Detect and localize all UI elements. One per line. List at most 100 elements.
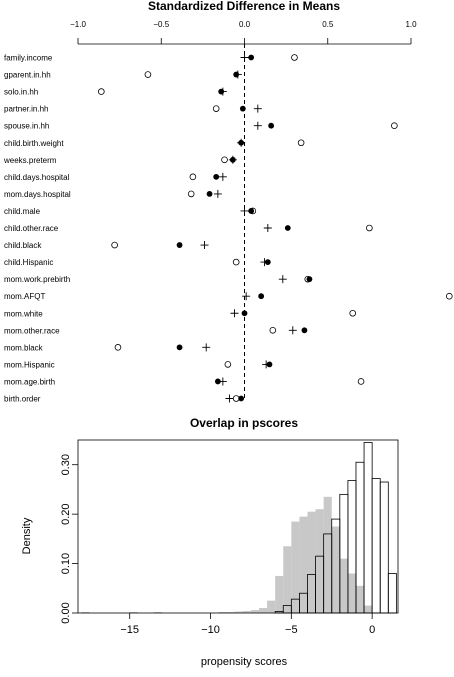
variable-row: child.Hispanic [4,258,271,267]
variable-row: mom.days.hospital [4,190,222,199]
histogram-bar-gray [364,605,373,613]
plus-marker [213,189,222,198]
plus-marker [200,241,209,250]
variable-label: mom.days.hospital [4,190,71,199]
overlap-x-tick-label: 0 [369,624,375,636]
std-diff-rows: family.income gparent.in.hh solo.in.hh part… [3,53,453,404]
overlap-x-ticks: −15 −10 −5 0 [120,613,375,636]
overlap-chart: Overlap in pscores −15 −10 −5 0 0.00 0.10 0.2… [21,416,399,668]
std-diff-tick-label: −0.5 [153,20,169,29]
variable-row: child.black [4,241,209,250]
histogram-bar-gray [275,575,284,613]
filled-circle-marker [233,71,240,78]
filled-circle-marker [176,242,183,248]
open-circle-marker [111,241,118,249]
filled-circle-marker [213,173,220,180]
variable-label: child.Hispanic [4,258,53,267]
histogram-bar-gray [315,509,324,613]
filled-circle-marker [248,208,255,214]
histogram-bar-gray [355,585,365,613]
overlap-y-tick-label: 0.10 [60,553,72,574]
open-circle-marker [221,156,228,164]
filled-circle-marker [241,310,248,317]
plus-marker [242,292,251,301]
plus-marker [240,206,249,215]
variable-row: solo.in.hh [4,88,227,97]
open-circle-marker [349,309,357,317]
variable-label: mom.black [4,343,44,352]
variable-row: mom.black [4,343,211,352]
variable-row: birth.order [4,394,245,404]
histogram-bar-gray [267,600,276,613]
overlap-x-tick-label: −10 [201,624,220,636]
variable-row: spouse.in.hh [4,121,398,131]
filled-circle-marker [238,139,245,146]
histogram-bar-white [363,442,373,614]
variable-label: weeks.preterm [3,156,57,165]
open-circle-marker [232,258,240,266]
overlap-x-tick-label: −15 [120,624,139,636]
open-circle-marker [212,105,220,112]
histogram-bar-gray [129,612,138,613]
filled-circle-marker [264,259,271,265]
plus-marker [253,121,262,130]
histogram-bar-gray [291,521,300,613]
variable-row: mom.age.birth [4,377,365,386]
histogram-bar-gray [250,610,260,613]
histogram-bar-white [379,481,389,614]
overlap-y-tick-label: 0.00 [60,602,72,623]
overlap-ylabel: Density [21,517,33,554]
histogram-bar-gray [347,573,356,613]
plus-marker [278,275,287,284]
variable-label: mom.other.race [4,326,60,335]
overlap-y-ticks: 0.00 0.10 0.20 0.30 [60,454,78,624]
variable-label: child.other.race [4,224,59,233]
filled-circle-marker [266,361,273,368]
open-circle-marker [224,361,232,368]
histogram-bar-gray [153,612,163,613]
histogram-bar-gray [331,526,340,613]
variable-row: mom.Hispanic [4,360,273,369]
histogram-bars [81,442,397,614]
variable-row: child.days.hospital [4,172,227,182]
plus-marker [263,224,272,232]
std-diff-tick-label: 1.0 [405,20,417,29]
variable-label: child.days.hospital [4,173,70,182]
std-diff-ticks: −1.0 −0.5 0.0 0.5 1.0 [70,20,417,44]
histogram-bar-gray [307,511,316,613]
histogram-bar-gray [226,612,235,613]
open-circle-marker [357,378,365,385]
variable-label: child.black [4,241,42,250]
open-circle-marker [445,292,453,300]
std-diff-title: Standardized Difference in Means [148,0,340,13]
open-circle-marker [144,71,152,78]
filled-circle-marker [248,54,255,61]
open-circle-marker [366,224,373,232]
std-diff-tick-label: −1.0 [70,20,86,29]
std-diff-tick-label: 0.5 [322,20,334,29]
variable-label: mom.white [4,309,43,318]
open-circle-marker [391,122,398,129]
plus-marker [253,104,262,113]
open-circle-marker [98,88,105,95]
variable-label: spouse.in.hh [4,122,49,131]
variable-row: weeks.preterm [3,155,237,165]
filled-circle-marker [258,293,265,300]
open-circle-marker [297,139,305,147]
filled-circle-marker [206,191,213,197]
open-circle-marker [189,173,197,181]
plus-marker [288,326,297,335]
variable-row: child.male [4,206,257,216]
filled-circle-marker [306,276,313,283]
plus-marker [230,309,239,318]
filled-circle-marker [229,156,236,163]
variable-label: child.birth.weight [4,139,64,148]
filled-circle-marker [218,88,225,95]
overlap-xlabel: propensity scores [201,656,288,668]
std-diff-tick-label: 0.0 [239,20,251,29]
histogram-bar-gray [259,608,268,613]
filled-circle-marker [301,327,308,334]
overlap-title: Overlap in pscores [190,416,298,430]
filled-circle-marker [268,122,275,129]
histogram-bar-white [371,478,381,614]
